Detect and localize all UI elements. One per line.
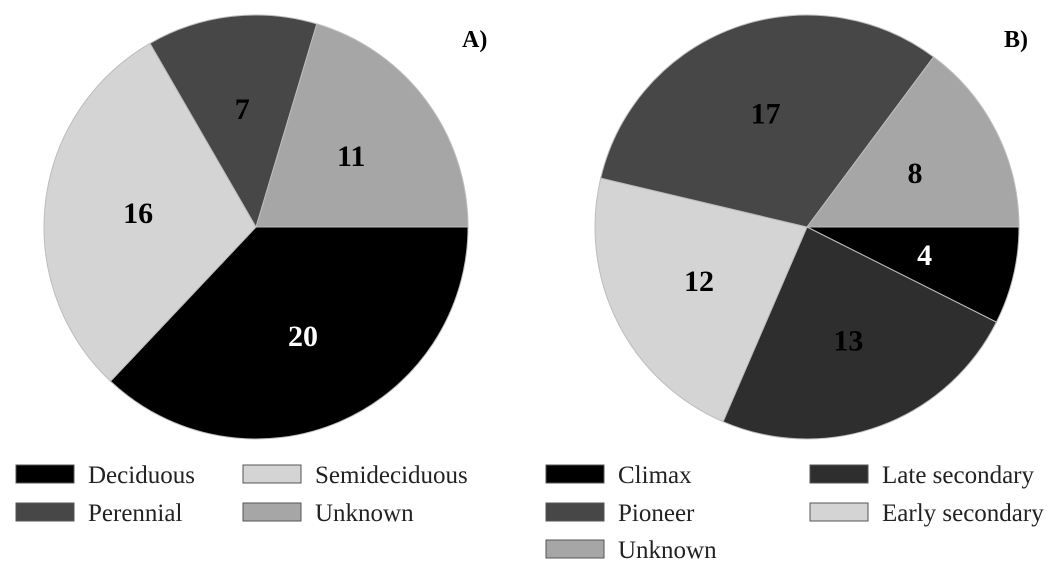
legend-a-swatch-unknown xyxy=(242,502,302,522)
pie-b-value-label-climax: 4 xyxy=(917,239,932,272)
legend-b-item-pioneer: Pioneer xyxy=(545,500,695,527)
pie-a-value-label-perennial: 7 xyxy=(235,93,250,126)
pie-a-value-label-semideciduous: 16 xyxy=(123,197,153,230)
pie-a-slice-deciduous xyxy=(109,226,469,440)
legend-a-item-deciduous: Deciduous xyxy=(15,462,195,489)
legend-b-item-unknown: Unknown xyxy=(545,537,717,564)
legend-a-label-perennial: Perennial xyxy=(88,500,182,527)
legend-b: Climax Late secondary Pioneer Early seconda… xyxy=(545,462,1044,564)
pie-b-slice-unknown xyxy=(806,56,1020,228)
legend-b-label-climax: Climax xyxy=(618,462,692,489)
legend-b-item-late-secondary: Late secondary xyxy=(809,462,1035,489)
pie-b-value-label-pioneer: 17 xyxy=(751,97,781,130)
pie-b-slice-early-secondary xyxy=(594,177,808,423)
pie-b-value-label-late-secondary: 13 xyxy=(833,325,863,358)
legend-a-item-perennial: Perennial xyxy=(15,500,182,527)
legend-b-item-early-secondary: Early secondary xyxy=(809,500,1044,527)
pie-a-slice-perennial xyxy=(149,14,318,229)
legend-a-swatch-perennial xyxy=(15,502,75,522)
pie-a-slice-semideciduous xyxy=(43,42,257,382)
pie-b-value-label-early-secondary: 12 xyxy=(684,265,714,298)
pie-b-value-label-unknown: 8 xyxy=(907,157,922,190)
pie-a-value-label-deciduous: 20 xyxy=(288,320,318,353)
panel-label-b: B) xyxy=(1004,27,1028,53)
legend-b-swatch-climax xyxy=(545,464,605,484)
legend-a-swatch-deciduous xyxy=(15,464,75,484)
legend-b-label-early-secondary: Early secondary xyxy=(882,500,1044,527)
legend-a-label-semideciduous: Semideciduous xyxy=(315,462,468,489)
legend-a-item-unknown: Unknown xyxy=(242,500,414,527)
legend-b-label-late-secondary: Late secondary xyxy=(882,462,1035,489)
legend-b-label-unknown: Unknown xyxy=(618,537,717,564)
pie-b-slice-climax xyxy=(806,226,1020,323)
legend-a: Deciduous Semideciduous Perennial Unknown xyxy=(15,462,468,527)
legend-a-label-unknown: Unknown xyxy=(315,500,414,527)
pie-b-slice-late-secondary xyxy=(722,226,998,440)
legend-a-label-deciduous: Deciduous xyxy=(88,462,195,489)
pie-a-slice-unknown xyxy=(255,23,469,228)
legend-b-label-pioneer: Pioneer xyxy=(618,500,695,527)
legend-b-swatch-unknown xyxy=(545,539,605,559)
legend-a-swatch-semideciduous xyxy=(242,464,302,484)
pie-a-value-label-unknown: 11 xyxy=(337,140,365,173)
pie-chart-a: A) 20 16 7 11 xyxy=(43,14,487,440)
legend-b-swatch-pioneer xyxy=(545,502,605,522)
legend-b-swatch-early-secondary xyxy=(809,502,869,522)
legend-b-swatch-late-secondary xyxy=(809,464,869,484)
legend-a-item-semideciduous: Semideciduous xyxy=(242,462,468,489)
pie-chart-b: B) 4 13 12 17 8 xyxy=(594,14,1028,440)
panel-label-a: A) xyxy=(462,27,487,53)
pie-b-slice-pioneer xyxy=(600,14,935,228)
legend-b-item-climax: Climax xyxy=(545,462,692,489)
